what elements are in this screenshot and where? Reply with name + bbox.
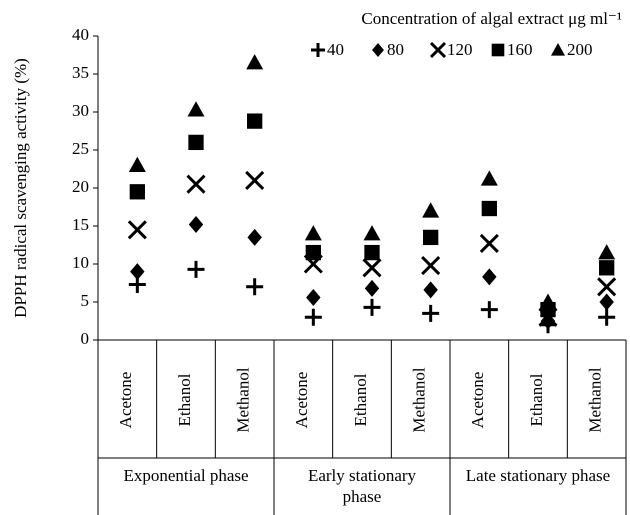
marker-triangle — [304, 225, 322, 241]
x-tick-label: Ethanol — [351, 373, 370, 426]
x-tick-label: Ethanol — [175, 373, 194, 426]
marker-triangle — [480, 170, 498, 186]
marker-square — [129, 184, 145, 200]
legend-title: Concentration of algal extract μg ml⁻¹ — [361, 9, 622, 28]
group-label: Exponential phase — [123, 466, 249, 485]
marker-diamond — [423, 281, 438, 299]
marker-plus — [598, 308, 616, 326]
marker-x — [245, 170, 265, 190]
marker-x — [429, 41, 447, 59]
y-tick-label: 20 — [72, 177, 89, 196]
marker-square — [599, 260, 615, 276]
marker-x — [186, 174, 206, 194]
legend-label: 40 — [327, 40, 344, 59]
y-tick-label: 25 — [72, 139, 89, 158]
marker-square — [364, 244, 380, 261]
marker-x — [597, 277, 617, 297]
marker-diamond — [247, 228, 262, 246]
marker-triangle — [422, 202, 440, 218]
marker-x — [421, 255, 441, 276]
legend-label: 160 — [507, 40, 533, 59]
x-tick-label: Acetone — [116, 372, 135, 429]
marker-diamond — [599, 293, 614, 311]
x-tick-label: Acetone — [292, 372, 311, 429]
marker-triangle — [598, 244, 616, 260]
marker-square — [305, 244, 321, 261]
marker-triangle — [539, 293, 557, 309]
y-tick-label: 30 — [72, 101, 89, 120]
marker-plus — [187, 260, 205, 278]
marker-square — [247, 113, 263, 129]
y-tick-label: 15 — [72, 215, 89, 234]
x-tick-label: Acetone — [468, 372, 487, 429]
marker-x — [479, 233, 499, 254]
y-tick-label: 0 — [81, 329, 90, 348]
y-tick-label: 40 — [72, 25, 89, 44]
marker-x — [362, 258, 382, 278]
marker-triangle — [551, 43, 565, 56]
y-tick-label: 10 — [72, 253, 89, 272]
marker-triangle — [187, 101, 205, 117]
x-tick-label: Methanol — [410, 367, 429, 432]
y-axis-label: DPPH radical scavenging activity (%) — [11, 58, 30, 318]
legend-label: 120 — [447, 40, 473, 59]
marker-square — [423, 229, 439, 246]
marker-diamond — [364, 279, 380, 297]
x-tick-label: Ethanol — [527, 373, 546, 426]
marker-plus — [304, 308, 322, 326]
marker-square — [188, 134, 204, 151]
marker-plus — [480, 301, 498, 319]
x-tick-label: Methanol — [234, 367, 253, 432]
legend-label: 200 — [567, 40, 593, 59]
marker-diamond — [482, 268, 497, 286]
group-label: Early stationary phase — [307, 466, 417, 506]
group-label: Late stationary phase — [465, 466, 611, 485]
marker-triangle — [246, 54, 264, 70]
marker-triangle — [363, 225, 381, 241]
marker-plus — [246, 278, 264, 296]
marker-plus — [363, 298, 381, 316]
marker-square — [481, 200, 497, 217]
x-tick-label: Methanol — [586, 367, 605, 432]
marker-x — [127, 220, 147, 240]
marker-diamond — [130, 263, 145, 281]
marker-triangle — [128, 156, 146, 172]
marker-diamond — [306, 288, 321, 306]
marker-plus — [422, 304, 440, 322]
marker-square — [491, 43, 505, 57]
marker-plus — [311, 43, 325, 57]
marker-diamond — [188, 215, 204, 233]
y-tick-label: 35 — [72, 63, 89, 82]
y-tick-label: 5 — [81, 291, 90, 310]
legend-label: 80 — [387, 40, 404, 59]
marker-diamond — [372, 43, 384, 57]
